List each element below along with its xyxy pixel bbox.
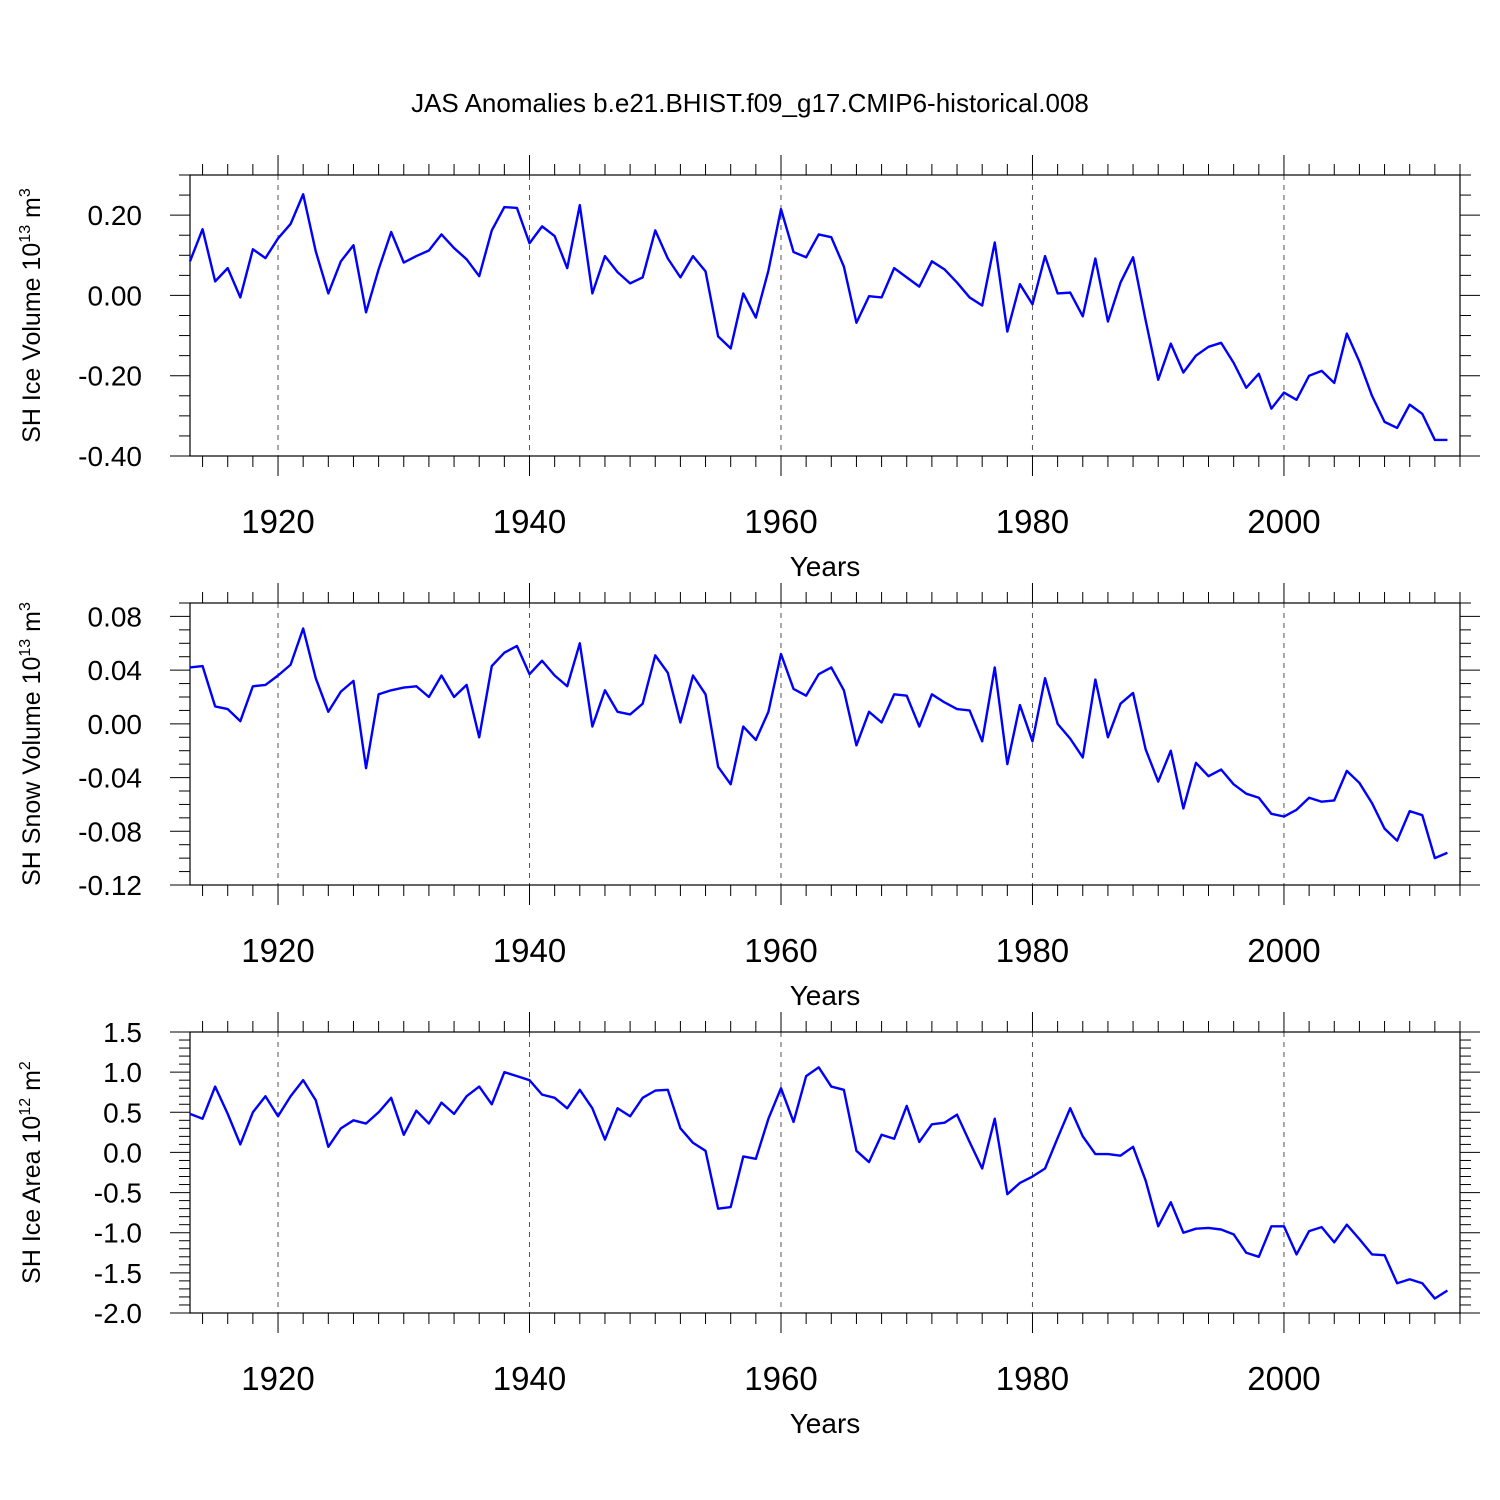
x-tick-label: 1920 xyxy=(241,932,314,969)
plot-frame xyxy=(189,174,1461,457)
x-tick-label: 1940 xyxy=(493,1360,566,1397)
data-series-line xyxy=(189,1066,1449,1300)
x-tick-label: 2000 xyxy=(1247,1360,1320,1397)
y-axis-label: SH Snow Volume 1013 m3 xyxy=(17,602,46,886)
y-axis-label-text: m xyxy=(18,1070,46,1098)
panel-3: -2.0 -1.5 -1.0 -0.5 0.0 0.5 1.0 1.5 1920 1940 1960… xyxy=(17,1012,1480,1439)
plot-frame xyxy=(189,602,1461,886)
y-tick-label: -1.0 xyxy=(94,1218,142,1249)
y-tick-label: -2.0 xyxy=(94,1298,142,1329)
x-tick-label: 1980 xyxy=(996,503,1069,540)
data-series-line xyxy=(189,627,1448,860)
y-tick-label: 1.0 xyxy=(103,1057,142,1088)
x-axis-label: Years xyxy=(790,980,861,1011)
y-tick-label: -0.04 xyxy=(78,763,142,794)
panel-2: -0.12 -0.08 -0.04 0.00 0.04 0.08 1920 1940 1960 1… xyxy=(17,583,1480,1011)
panel-1: -0.40 -0.20 0.00 0.20 1920 1940 1960 1980 2000 Ye… xyxy=(17,155,1480,582)
y-tick-label: -0.08 xyxy=(78,816,142,847)
y-axis-label-text: m xyxy=(18,197,46,225)
y-tick-label: 0.00 xyxy=(88,280,143,311)
y-axis-label: SH Ice Area 1012 m2 xyxy=(17,1061,46,1284)
x-tick-label: 1980 xyxy=(996,932,1069,969)
panels: -0.40 -0.20 0.00 0.20 1920 1940 1960 1980 2000 Ye… xyxy=(17,155,1480,1439)
y-tick-label: 0.0 xyxy=(103,1137,142,1168)
x-tick-label: 1940 xyxy=(493,503,566,540)
x-tick-label: 1920 xyxy=(241,1360,314,1397)
y-axis-label-superscript: 3 xyxy=(17,602,34,611)
x-tick-label: 1960 xyxy=(744,503,817,540)
x-tick-label: 2000 xyxy=(1247,503,1320,540)
x-tick-label: 1960 xyxy=(744,932,817,969)
y-axis-label-text: SH Ice Area 10 xyxy=(18,1116,46,1284)
y-axis-label-superscript: 13 xyxy=(17,225,34,243)
y-tick-label: -1.5 xyxy=(94,1258,142,1289)
x-axis-label: Years xyxy=(790,551,861,582)
x-tick-label: 1920 xyxy=(241,503,314,540)
x-tick-label: 1960 xyxy=(744,1360,817,1397)
chart-title: JAS Anomalies b.e21.BHIST.f09_g17.CMIP6-… xyxy=(411,88,1089,118)
y-tick-label: -0.5 xyxy=(94,1178,142,1209)
y-tick-label: -0.12 xyxy=(78,870,142,901)
y-tick-label: 0.08 xyxy=(88,601,143,632)
y-axis-label-text: m xyxy=(18,611,46,639)
x-tick-label: 1980 xyxy=(996,1360,1069,1397)
y-tick-label: 0.5 xyxy=(103,1097,142,1128)
y-axis-label: SH Ice Volume 1013 m3 xyxy=(17,188,46,443)
y-axis-label-text: SH Ice Volume 10 xyxy=(18,243,46,443)
y-tick-label: 0.20 xyxy=(88,200,143,231)
plot-frame xyxy=(189,1031,1461,1314)
y-axis-label-superscript: 13 xyxy=(17,639,34,657)
y-axis-label-text: SH Snow Volume 10 xyxy=(18,657,46,886)
x-axis-label: Years xyxy=(790,1408,861,1439)
x-tick-label: 1940 xyxy=(493,932,566,969)
y-axis-label-superscript: 3 xyxy=(17,188,34,197)
y-tick-label: 0.00 xyxy=(88,709,143,740)
y-tick-label: 0.04 xyxy=(88,655,143,686)
data-series-line xyxy=(188,193,1448,442)
y-axis-label-superscript: 2 xyxy=(17,1061,34,1070)
y-tick-label: -0.40 xyxy=(78,441,142,472)
y-tick-label: -0.20 xyxy=(78,361,142,392)
y-tick-label: 1.5 xyxy=(103,1017,142,1048)
x-tick-label: 2000 xyxy=(1247,932,1320,969)
y-axis-label-superscript: 12 xyxy=(17,1098,34,1116)
